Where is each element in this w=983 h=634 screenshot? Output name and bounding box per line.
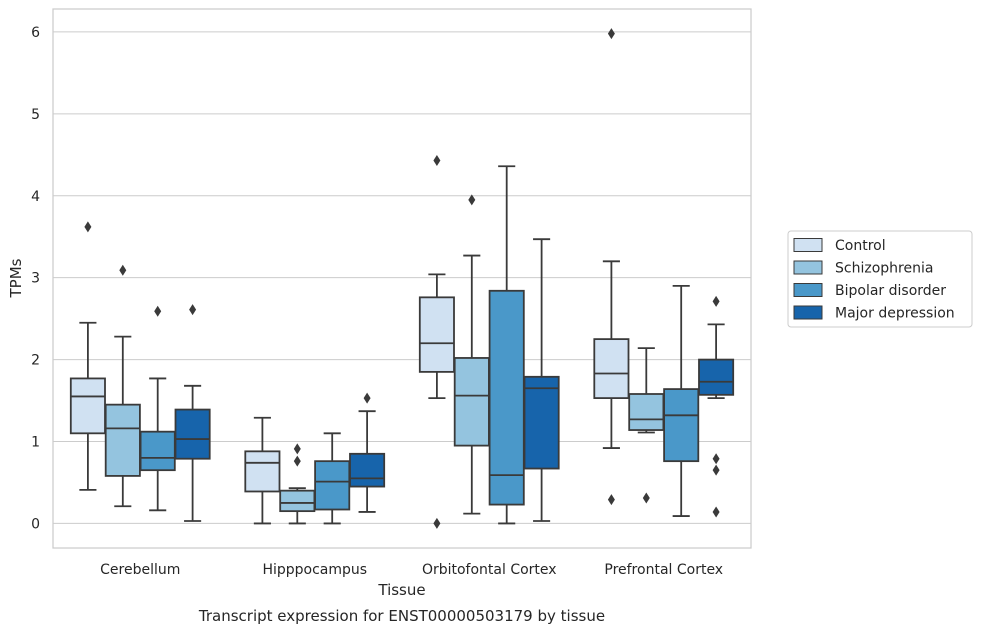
box-body	[453, 357, 490, 447]
x-tick-label: Hipppocampus	[262, 562, 367, 578]
outlier-point	[119, 264, 127, 276]
outlier-point	[712, 453, 720, 465]
legend-label: Bipolar disorder	[835, 283, 946, 299]
box-schizophrenia	[453, 194, 490, 515]
box-body	[69, 377, 106, 435]
box-body	[663, 388, 700, 463]
box-body	[523, 375, 560, 470]
y-tick-labels: 0 1 2 3 4 5 6	[31, 25, 40, 532]
y-tick-label: 5	[31, 107, 40, 123]
y-tick-label: 2	[31, 353, 40, 369]
box-control	[418, 155, 455, 529]
box-bipolar-disorder	[314, 432, 351, 525]
legend-label: Control	[835, 238, 886, 254]
box-schizophrenia	[628, 347, 665, 504]
y-tick-label: 6	[31, 25, 40, 41]
outlier-point	[189, 304, 197, 316]
outlier-point	[433, 155, 441, 167]
legend-swatch	[793, 238, 823, 252]
outlier-point	[712, 464, 720, 476]
x-tick-labels: Cerebellum Hipppocampus Orbitofontal Corte…	[100, 562, 723, 578]
box-schizophrenia	[104, 264, 141, 508]
box-body	[488, 289, 525, 506]
legend-swatch	[793, 305, 823, 320]
box-major-depression	[174, 304, 211, 522]
legend-swatch	[793, 260, 823, 275]
box-bipolar-disorder	[488, 165, 525, 525]
legend: Control Schizophrenia Bipolar disorder Majo…	[787, 230, 973, 328]
outlier-point	[84, 221, 92, 233]
box-body	[174, 408, 211, 460]
outlier-point	[363, 392, 371, 404]
y-tick-label: 4	[31, 189, 40, 205]
box-body	[139, 430, 176, 472]
x-tick-label: Prefrontal Cortex	[604, 562, 723, 578]
chart-caption: Transcript expression for ENST0000050317…	[198, 607, 605, 625]
x-axis-title: Tissue	[377, 581, 425, 599]
box-schizophrenia	[279, 443, 316, 525]
x-tick-label: Orbitofontal Cortex	[422, 562, 557, 578]
outlier-point	[607, 28, 615, 40]
box-control	[69, 221, 106, 491]
box-control	[593, 28, 630, 506]
box-body	[349, 452, 386, 488]
outlier-point	[433, 517, 441, 529]
plot-frame	[52, 8, 752, 549]
box-body	[314, 460, 351, 511]
legend-swatch	[793, 283, 823, 297]
legend-frame	[787, 230, 973, 328]
box-body	[698, 358, 735, 396]
box-bipolar-disorder	[139, 305, 176, 512]
box-body	[244, 450, 281, 493]
box-body	[418, 296, 455, 373]
outlier-point	[712, 506, 720, 518]
box-body	[628, 393, 665, 431]
y-tick-label: 0	[31, 516, 40, 532]
legend-label: Schizophrenia	[835, 261, 933, 277]
outlier-point	[293, 443, 301, 455]
box-body	[279, 489, 316, 513]
outlier-point	[293, 455, 301, 467]
box-major-depression	[698, 295, 735, 518]
box-body	[593, 338, 630, 399]
outlier-point	[642, 492, 650, 504]
outlier-point	[607, 494, 615, 506]
box-body	[104, 403, 141, 477]
x-tick-label: Cerebellum	[100, 562, 180, 578]
y-axis-title: TPMs	[7, 258, 25, 298]
plot-boxes	[69, 28, 735, 529]
box-bipolar-disorder	[663, 284, 700, 517]
outlier-point	[468, 194, 476, 206]
outlier-point	[154, 305, 162, 317]
y-tick-label: 1	[31, 435, 40, 451]
box-major-depression	[523, 238, 560, 522]
legend-label: Major depression	[835, 306, 955, 322]
outlier-point	[712, 295, 720, 307]
box-control	[244, 416, 281, 525]
y-tick-label: 3	[31, 271, 40, 287]
box-major-depression	[349, 392, 386, 513]
